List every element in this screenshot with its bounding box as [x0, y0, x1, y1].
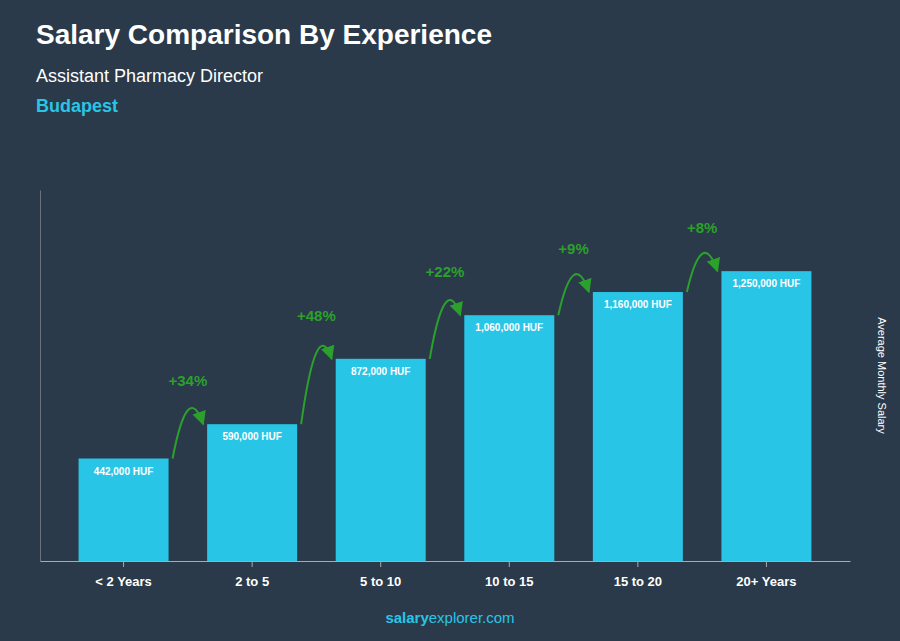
x-tick-label: < 2 Years	[95, 574, 152, 589]
y-axis-line	[40, 191, 41, 562]
chart: Salary Comparison By Experience Assistant…	[0, 0, 900, 641]
footer-bold: salary	[385, 609, 429, 626]
subtitle: Assistant Pharmacy Director	[36, 66, 263, 86]
data-label: 590,000 HUF	[222, 431, 281, 442]
x-tick: 10 to 15	[485, 561, 533, 589]
bar	[207, 424, 297, 561]
x-tick: < 2 Years	[95, 561, 152, 589]
title: Salary Comparison By Experience	[36, 19, 492, 50]
x-tick-label: 5 to 10	[360, 574, 401, 589]
x-tick-label: 10 to 15	[485, 574, 533, 589]
bar	[336, 359, 426, 561]
data-label: 1,160,000 HUF	[604, 299, 672, 310]
bar	[593, 292, 683, 561]
y-axis	[40, 191, 41, 562]
change-label: +8%	[687, 219, 717, 236]
data-label: 1,060,000 HUF	[475, 322, 543, 333]
x-tick: 5 to 10	[360, 561, 401, 589]
change-label: +22%	[426, 263, 465, 280]
x-tick-mark	[509, 561, 510, 567]
footer: salaryexplorer.com	[385, 609, 514, 626]
footer-rest: explorer.com	[429, 609, 515, 626]
x-tick-label: 2 to 5	[235, 574, 269, 589]
city: Budapest	[36, 96, 118, 116]
bar	[79, 459, 169, 561]
changes: +34% +48% +22% +9% +8%	[168, 219, 717, 458]
data-labels: 442,000 HUF 590,000 HUF 872,000 HUF 1,060,0…	[94, 278, 801, 476]
change-arrow	[687, 253, 718, 292]
change-label: +9%	[558, 240, 588, 257]
x-tick: 15 to 20	[614, 561, 662, 589]
x-axis: < 2 Years 2 to 5 5 to 10 10 to 15 15 to 20 20…	[41, 561, 851, 589]
x-tick-mark	[123, 561, 124, 567]
x-tick-label: 20+ Years	[736, 574, 796, 589]
x-tick-mark	[766, 561, 767, 567]
y-label: Average Monthly Salary	[876, 317, 888, 434]
x-tick-label: 15 to 20	[614, 574, 662, 589]
x-tick-mark	[380, 561, 381, 567]
change-label: +48%	[297, 307, 336, 324]
bar	[464, 315, 554, 561]
data-label: 1,250,000 HUF	[733, 278, 801, 289]
change-arrow	[558, 274, 589, 315]
x-tick-mark	[637, 561, 638, 567]
change-arrow	[430, 300, 461, 359]
bar	[721, 271, 811, 561]
x-tick: 20+ Years	[736, 561, 796, 589]
x-tick: 2 to 5	[235, 561, 269, 589]
plot-area	[79, 271, 812, 561]
x-axis-line	[41, 561, 851, 562]
data-label: 872,000 HUF	[351, 366, 410, 377]
change-arrow	[173, 408, 204, 459]
change-label: +34%	[168, 372, 207, 389]
data-label: 442,000 HUF	[94, 466, 153, 477]
change-arrow	[301, 346, 332, 424]
x-tick-mark	[252, 561, 253, 567]
